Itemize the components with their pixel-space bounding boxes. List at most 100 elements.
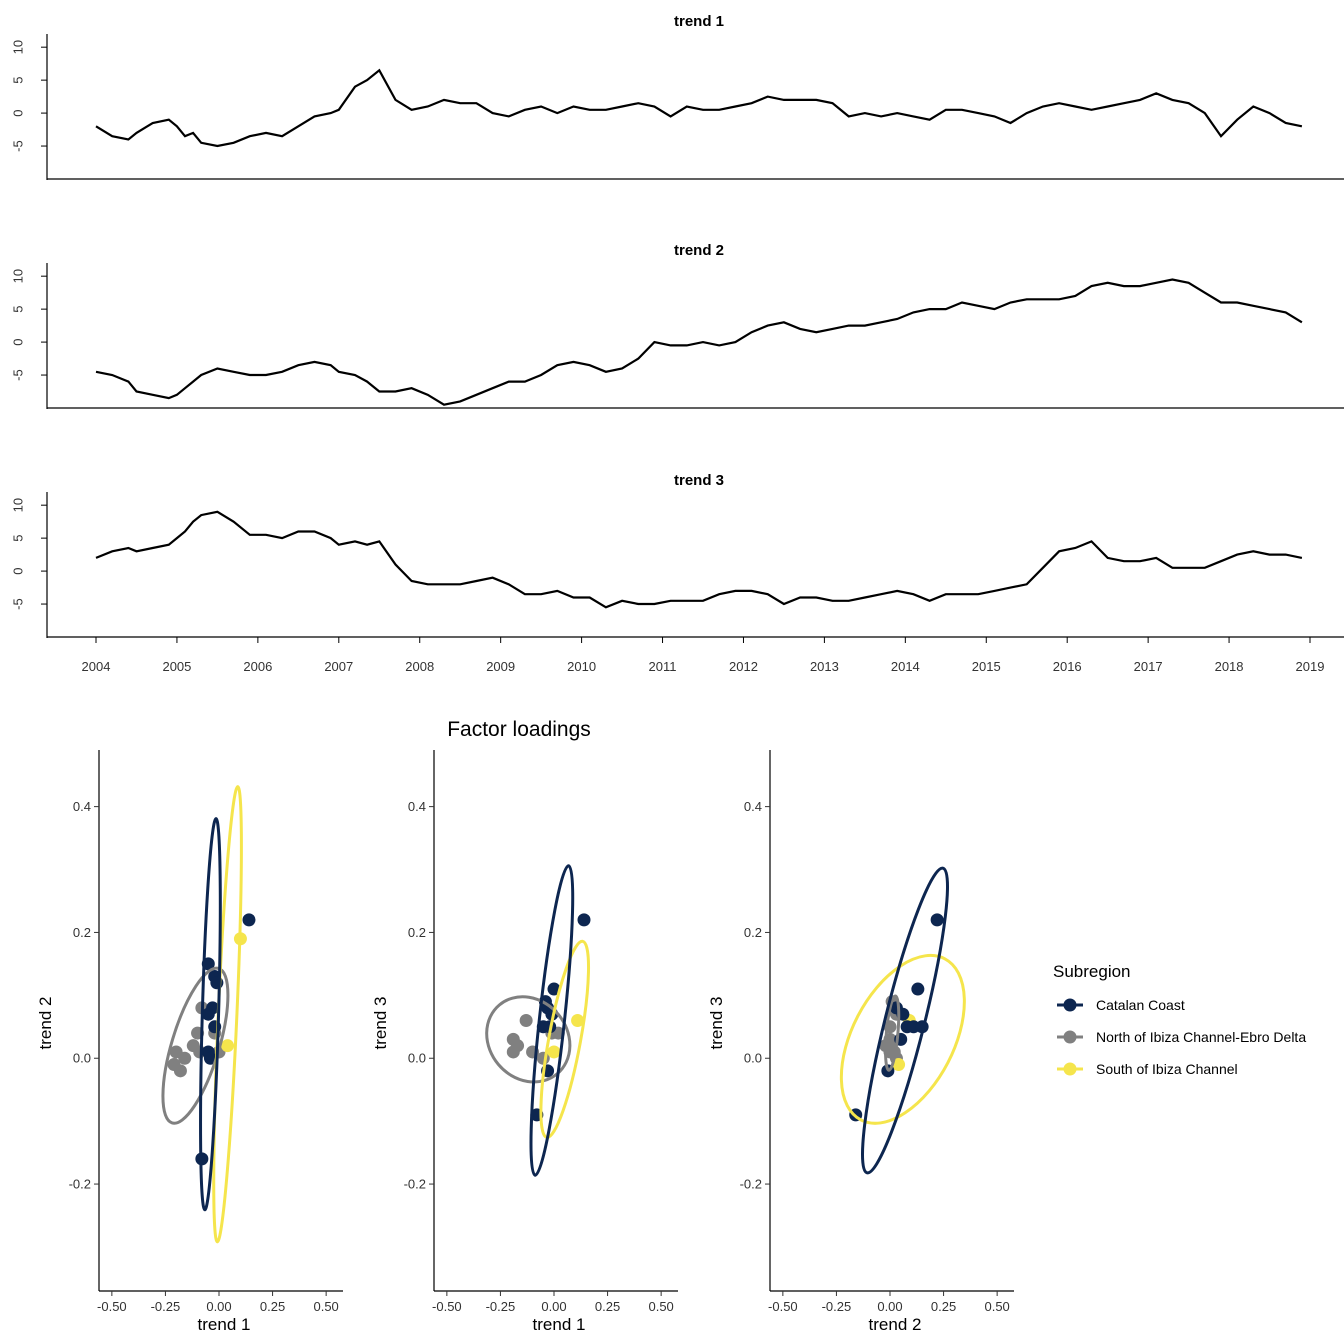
x-tick-label: 2007 (324, 659, 353, 674)
x-tick-label: 2019 (1296, 659, 1325, 674)
legend-key-point (1063, 1062, 1077, 1076)
x-tick-label: 0.50 (313, 1299, 338, 1314)
x-axis-label: trend 1 (533, 1315, 586, 1334)
point-catalan-coast (242, 913, 256, 927)
legend-title: Subregion (1053, 962, 1131, 981)
x-tick-label: 2015 (972, 659, 1001, 674)
x-tick-label: 2013 (810, 659, 839, 674)
y-tick-label: 10 (11, 269, 26, 283)
y-tick-label: 0 (11, 338, 26, 345)
y-tick-label: 0.0 (744, 1051, 762, 1066)
trend-3-panel: trend 3 10 5 0 -5 2004 2005 2006 2007 2008 2009 2… (11, 472, 1344, 674)
y-tick-label: 5 (11, 77, 26, 84)
ellipse-south-of-ibiza-channel (839, 953, 966, 1125)
legend-entry: South of Ibiza Channel (1096, 1061, 1238, 1077)
y-tick-label: 5 (11, 306, 26, 313)
y-tick-label: -5 (11, 598, 26, 610)
point-south-of-ibiza-channel (571, 1014, 585, 1027)
x-tick-label: 0.50 (648, 1299, 673, 1314)
y-tick-label: 0.0 (408, 1051, 426, 1066)
y-tick-label: 0.2 (73, 925, 91, 940)
point-catalan-coast (201, 1007, 215, 1021)
y-tick-label: 0.2 (744, 925, 762, 940)
point-catalan-coast (577, 913, 591, 927)
x-tick-label: 2004 (82, 659, 111, 674)
y-tick-label: -0.2 (404, 1177, 426, 1192)
legend-entry: North of Ibiza Channel-Ebro Delta (1096, 1029, 1306, 1045)
trend-3-series-line (95, 510, 1303, 609)
x-tick-label: -0.25 (151, 1299, 181, 1314)
y-tick-label: -5 (11, 369, 26, 381)
ellipse-north-of-ibiza-channel-ebro-delta (485, 995, 572, 1084)
x-tick-label: 0.25 (260, 1299, 285, 1314)
y-tick-label: 0.4 (744, 799, 762, 814)
x-tick-label: 2018 (1215, 659, 1244, 674)
y-tick-label: 10 (11, 40, 26, 54)
point-south-of-ibiza-channel (547, 1045, 561, 1059)
x-tick-label: -0.25 (822, 1299, 852, 1314)
x-tick-label: 2017 (1134, 659, 1163, 674)
point-north-of-ibiza-channel-ebro-delta (173, 1064, 187, 1078)
x-tick-label: 2016 (1053, 659, 1082, 674)
x-tick-label: 0.00 (206, 1299, 231, 1314)
trend-1-series-line (95, 68, 1303, 148)
legend-key-point (1063, 998, 1077, 1012)
y-tick-label: -0.2 (69, 1177, 91, 1192)
x-tick-label: 2010 (567, 659, 596, 674)
point-catalan-coast (547, 982, 561, 996)
y-axis-label: trend 3 (707, 997, 726, 1050)
legend-entry: Catalan Coast (1096, 997, 1185, 1013)
legend: Subregion Catalan Coast North of Ibiza Ch… (1053, 962, 1306, 1077)
y-axis-label: trend 3 (371, 997, 390, 1050)
x-tick-label: 2005 (162, 659, 191, 674)
point-catalan-coast (930, 913, 944, 927)
loadings-panel-1: 0.4 0.2 0.0 -0.2 -0.50 -0.25 0.00 0.25 0.50 trend… (36, 750, 343, 1334)
factor-loadings-title: Factor loadings (447, 718, 591, 741)
y-tick-label: 0.4 (408, 799, 426, 814)
trend-2-title: trend 2 (674, 242, 724, 259)
x-tick-label: 2012 (729, 659, 758, 674)
point-south-of-ibiza-channel (892, 1058, 906, 1072)
x-tick-label: -0.50 (97, 1299, 127, 1314)
x-tick-label: 2008 (405, 659, 434, 674)
x-tick-label: 2006 (243, 659, 272, 674)
y-axis-label: trend 2 (36, 997, 55, 1050)
y-tick-label: 0 (11, 567, 26, 574)
x-tick-label: 0.00 (877, 1299, 902, 1314)
point-north-of-ibiza-channel-ebro-delta (519, 1014, 533, 1027)
x-axis-label: trend 1 (198, 1315, 251, 1334)
x-tick-label: 2009 (486, 659, 515, 674)
x-tick-label: 0.00 (541, 1299, 566, 1314)
x-tick-label: 0.25 (595, 1299, 620, 1314)
x-tick-label: 0.50 (984, 1299, 1009, 1314)
ellipse-catalan-coast (199, 817, 222, 1212)
ellipse-south-of-ibiza-channel (539, 939, 591, 1139)
trend-1-title: trend 1 (674, 13, 724, 30)
y-tick-label: -0.2 (740, 1177, 762, 1192)
x-tick-label: -0.50 (768, 1299, 798, 1314)
y-tick-label: 0.0 (73, 1051, 91, 1066)
x-tick-label: 0.25 (931, 1299, 956, 1314)
y-tick-label: 10 (11, 498, 26, 512)
x-tick-label: -0.50 (432, 1299, 462, 1314)
loadings-panel-2: 0.4 0.2 0.0 -0.2 -0.50 -0.25 0.00 0.25 0.50 trend… (371, 750, 678, 1334)
trend-3-title: trend 3 (674, 472, 724, 489)
point-north-of-ibiza-channel-ebro-delta (186, 1039, 200, 1053)
ellipse-north-of-ibiza-channel-ebro-delta (884, 994, 901, 1072)
y-tick-label: 5 (11, 535, 26, 542)
point-south-of-ibiza-channel (221, 1039, 235, 1053)
loadings-panel-3: 0.4 0.2 0.0 -0.2 -0.50 -0.25 0.00 0.25 0.50 trend… (707, 750, 1014, 1334)
legend-key-point (1063, 1030, 1077, 1044)
x-tick-label: 2014 (891, 659, 920, 674)
x-tick-label: 2011 (649, 659, 677, 674)
x-axis-label: trend 2 (869, 1315, 922, 1334)
trend-2-panel: trend 2 10 5 0 -5 (11, 242, 1344, 409)
point-north-of-ibiza-channel-ebro-delta (506, 1045, 520, 1059)
ellipse-catalan-coast (861, 866, 949, 1175)
y-tick-label: 0 (11, 109, 26, 116)
x-tick-label: -0.25 (486, 1299, 516, 1314)
trend-1-panel: trend 1 10 5 0 -5 (11, 13, 1344, 180)
y-tick-label: -5 (11, 140, 26, 152)
ellipse-catalan-coast (529, 864, 575, 1177)
